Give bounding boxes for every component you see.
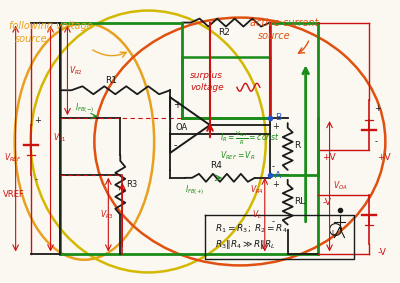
Text: following voltage: following voltage: [9, 21, 92, 31]
Text: $R_3\|R_4 \gg R\|R_L$: $R_3\|R_4 \gg R\|R_L$: [215, 238, 276, 251]
Text: $V_{REF}$: $V_{REF}$: [4, 152, 21, 164]
Text: B: B: [275, 113, 281, 122]
Text: voltage: voltage: [190, 83, 224, 92]
Text: $V_{OA}$: $V_{OA}$: [332, 179, 347, 192]
Text: $V_{R4}$: $V_{R4}$: [250, 183, 264, 196]
Text: +: +: [374, 104, 381, 113]
Text: $V_{R1}$: $V_{R1}$: [52, 132, 66, 144]
Text: $I_R = \frac{V_{REF}}{R} = const$: $I_R = \frac{V_{REF}}{R} = const$: [220, 129, 280, 147]
Text: source: source: [258, 31, 290, 40]
Text: OA: OA: [175, 123, 187, 132]
Text: R2: R2: [218, 28, 230, 37]
Text: $V_{REF} = V_R$: $V_{REF} = V_R$: [220, 150, 255, 162]
Text: A: A: [275, 171, 281, 180]
Text: R4: R4: [210, 161, 222, 170]
Text: R1: R1: [105, 76, 117, 85]
Text: $I_{FB(+)}$: $I_{FB(+)}$: [185, 183, 204, 197]
Text: source: source: [15, 33, 47, 44]
Text: $R_1=R_3;\; R_2=R_4$: $R_1=R_3;\; R_2=R_4$: [215, 222, 288, 235]
Text: +V: +V: [322, 153, 336, 162]
Text: L: L: [332, 230, 336, 235]
Text: active current: active current: [250, 18, 318, 27]
Text: surplus: surplus: [190, 71, 223, 80]
Text: R3: R3: [126, 180, 138, 189]
Text: -: -: [272, 217, 275, 226]
Text: VREF: VREF: [3, 190, 24, 199]
Text: $V_{R2}$: $V_{R2}$: [70, 64, 83, 77]
Text: -: -: [173, 140, 176, 150]
Text: -: -: [272, 162, 275, 171]
Text: +: +: [34, 116, 42, 125]
Text: $V_L$: $V_L$: [252, 208, 262, 221]
Text: -: -: [34, 175, 38, 184]
Text: RL: RL: [294, 197, 305, 206]
Text: -V: -V: [322, 198, 332, 207]
Text: $I_{FB(-)}$: $I_{FB(-)}$: [76, 101, 95, 115]
Text: +: +: [272, 122, 279, 130]
Text: +V: +V: [377, 153, 391, 162]
Text: $V_{R3}$: $V_{R3}$: [100, 208, 114, 221]
Text: -: -: [374, 138, 377, 147]
Text: +: +: [173, 100, 181, 110]
Text: -V: -V: [377, 248, 386, 257]
Text: +: +: [272, 180, 279, 189]
Text: R: R: [294, 142, 300, 151]
